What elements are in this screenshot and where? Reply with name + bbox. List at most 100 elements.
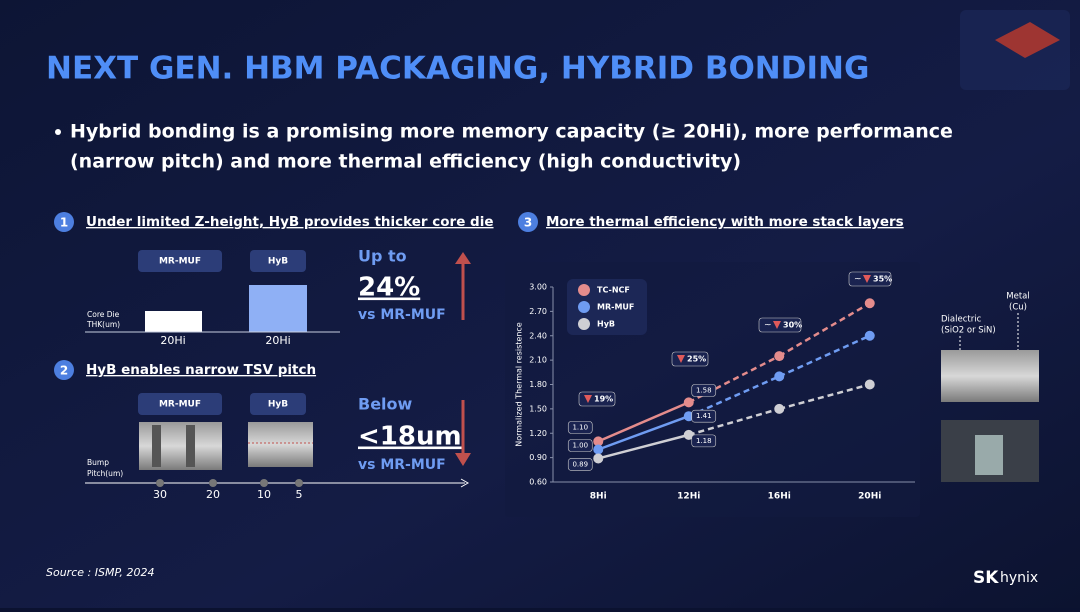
arrow-head	[455, 453, 471, 466]
image-label: Dialectric	[941, 315, 982, 325]
series-segment	[778, 334, 871, 378]
series-segment	[778, 302, 871, 358]
callout-pre: Up to	[358, 247, 407, 266]
x-tick-label: 12Hi	[677, 492, 700, 502]
arrow-head	[455, 252, 471, 264]
x-tick-label: 20Hi	[858, 492, 881, 502]
value-label-box	[691, 409, 717, 423]
logo: hynix	[1000, 570, 1038, 586]
y-tick-label: 2.40	[529, 331, 547, 340]
label: MR-MUF	[159, 257, 201, 267]
bar-label: 20Hi	[160, 334, 185, 347]
section-badge	[54, 360, 74, 380]
y-tick-label: 0.90	[529, 453, 547, 462]
bullet-dot	[55, 129, 61, 135]
section-heading: Under limited Z-height, HyB provides thi…	[86, 214, 494, 230]
annotation-arrow	[584, 395, 592, 403]
axis-label: Bump	[87, 458, 109, 467]
data-point	[774, 371, 785, 382]
annotation-text: 19%	[594, 395, 613, 404]
series-segment	[597, 433, 690, 460]
y-tick-label: 1.80	[529, 380, 547, 389]
bullet-text: (narrow pitch) and more thermal efficien…	[70, 151, 741, 173]
data-point	[864, 330, 875, 341]
pitch-tick: 20	[206, 488, 220, 501]
tsv-image	[139, 422, 222, 470]
tsv-image	[152, 425, 161, 467]
legend-swatch	[578, 301, 590, 313]
label: HyB	[268, 400, 288, 410]
data-point	[593, 453, 604, 464]
pitch-axis-arrow	[460, 478, 470, 488]
value-label: 1.10	[572, 423, 588, 431]
y-axis-label: Normalized Thermal resistence	[515, 322, 524, 447]
pitch-dot	[295, 479, 303, 487]
y-tick-label: 1.50	[529, 404, 547, 413]
data-point	[864, 298, 875, 309]
annotation-arrow	[773, 321, 781, 329]
value-label: 1.41	[696, 412, 712, 420]
annotation-arrow	[677, 355, 685, 363]
pitch-tick: 5	[296, 488, 303, 501]
data-point	[774, 403, 785, 414]
pitch-dot	[156, 479, 164, 487]
image-label: (Cu)	[1009, 303, 1027, 313]
callout-big: <18um	[358, 422, 462, 452]
legend-label: HyB	[597, 320, 615, 329]
pitch-dot	[260, 479, 268, 487]
annotation-box	[758, 317, 802, 333]
value-label-box	[567, 458, 593, 471]
value-label: 1.18	[696, 437, 712, 445]
series-segment	[688, 407, 780, 437]
axis-label: THK(um)	[86, 320, 120, 329]
section-heading: More thermal efficiency with more stack …	[546, 214, 904, 230]
data-point	[864, 379, 875, 390]
tsv-image	[248, 422, 313, 467]
pitch-tick: 10	[257, 488, 271, 501]
pitch-tick: 30	[153, 488, 167, 501]
label-box	[138, 250, 222, 272]
series-segment	[688, 375, 780, 418]
data-point	[593, 444, 604, 455]
value-label-box	[567, 439, 593, 452]
axis-label: Core Die	[87, 310, 120, 319]
series-segment	[597, 415, 690, 451]
legend-swatch	[578, 318, 590, 330]
image-label: Metal	[1006, 292, 1029, 302]
value-label: 0.89	[572, 460, 588, 468]
label: MR-MUF	[159, 400, 201, 410]
annotation-box	[848, 271, 892, 287]
value-label: 1.00	[572, 442, 588, 450]
y-tick-label: 1.20	[529, 429, 547, 438]
core-die-bar	[145, 311, 202, 332]
section-heading: HyB enables narrow TSV pitch	[86, 362, 316, 378]
callout-post: vs MR-MUF	[358, 307, 446, 323]
chart: 0.60 0.90 1.20 1.50 1.80 2.10 2.40 2.70 3.00 Norm…	[515, 271, 915, 502]
legend-label: TC-NCF	[597, 286, 630, 295]
title: NEXT GEN. HBM PACKAGING, HYBRID BONDING	[46, 51, 869, 87]
section-number: 3	[524, 216, 532, 230]
value-label-box	[691, 384, 717, 397]
value-label-box	[567, 421, 593, 434]
section-number: 2	[60, 364, 68, 378]
y-tick-label: 0.60	[529, 478, 547, 487]
callout-post: vs MR-MUF	[358, 457, 446, 473]
y-tick-label: 3.00	[529, 283, 547, 292]
logo: SK	[973, 568, 999, 588]
data-point	[593, 436, 604, 447]
annotation-text: 25%	[687, 355, 706, 364]
annotation-text: 30%	[783, 321, 802, 330]
legend-swatch	[578, 284, 590, 296]
value-label-box	[691, 434, 717, 448]
label-box	[250, 393, 306, 415]
cross-section-image	[975, 435, 1003, 475]
annotation-arrow	[863, 275, 871, 283]
bullet-text: Hybrid bonding is a promising more memor…	[70, 121, 953, 143]
series-segment	[778, 383, 871, 411]
cross-section-image	[941, 350, 1039, 402]
section-badge	[518, 212, 538, 232]
callout-pre: Below	[358, 395, 413, 414]
x-tick-label: 8Hi	[590, 492, 607, 502]
data-point	[683, 397, 694, 408]
